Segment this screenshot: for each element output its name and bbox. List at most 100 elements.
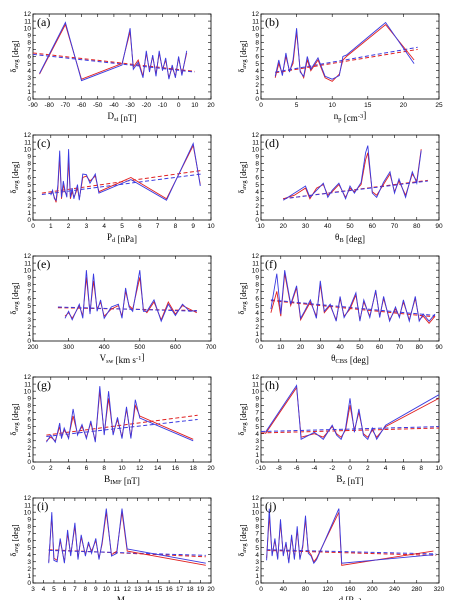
y-tick-label: 5 — [27, 424, 31, 431]
x-tick-label: 5 — [120, 223, 124, 230]
x-tick-label: 10 — [277, 344, 285, 351]
y-tick-label: 2 — [27, 445, 31, 452]
y-tick-label: 1 — [255, 89, 259, 96]
x-tick-label: 300 — [63, 344, 74, 351]
y-tick-label: 10 — [252, 509, 260, 516]
y-tick-label: 2 — [255, 203, 259, 210]
y-tick-label: 4 — [255, 189, 259, 196]
x-tick-label: -60 — [77, 102, 87, 109]
y-tick-label: 4 — [255, 552, 259, 559]
x-axis-label: Vsw [km s-1] — [100, 352, 145, 365]
x-tick-label: 4 — [102, 223, 106, 230]
y-tick-label: 10 — [252, 388, 260, 395]
x-tick-label: 0 — [31, 465, 35, 472]
y-tick-label: 10 — [24, 267, 32, 274]
y-tick-label: 3 — [27, 559, 31, 566]
y-tick-label: 5 — [255, 545, 259, 552]
y-tick-label: 2 — [27, 203, 31, 210]
chart-panel-f: 0 10 20 30 40 50 60 70 80 900123456789101112(f)θC… — [237, 253, 443, 365]
y-tick-label: 11 — [252, 139, 259, 146]
x-tick-label: 12 — [136, 465, 144, 472]
x-tick-label: 16 — [166, 586, 174, 593]
y-tick-label: 3 — [27, 196, 31, 203]
y-tick-label: 1 — [27, 89, 31, 96]
x-axis-label: Bz [nT] — [336, 474, 363, 486]
y-tick-label: 1 — [27, 573, 31, 580]
y-tick-label: 3 — [27, 317, 31, 324]
y-tick-label: 9 — [255, 274, 259, 281]
y-tick-label: 6 — [255, 54, 259, 61]
y-tick-label: 7 — [27, 289, 31, 296]
y-tick-label: 4 — [255, 431, 259, 438]
y-tick-label: 11 — [252, 260, 259, 267]
x-tick-label: 4 — [384, 465, 388, 472]
y-tick-label: 0 — [27, 580, 31, 587]
y-tick-label: 6 — [255, 296, 259, 303]
y-tick-label: 11 — [252, 381, 259, 388]
x-tick-label: 2 — [366, 465, 370, 472]
y-tick-label: 8 — [27, 282, 31, 289]
plot-frame — [260, 134, 440, 221]
y-tick-label: 12 — [252, 495, 260, 502]
trend-line-red — [261, 427, 439, 434]
plot-frame — [32, 376, 212, 463]
x-tick-label: 5 — [295, 102, 299, 109]
y-tick-label: 9 — [27, 153, 31, 160]
y-axis-label: δavg [deg] — [9, 403, 20, 435]
y-tick-label: 12 — [24, 495, 32, 502]
panel-label: (d) — [265, 136, 279, 150]
x-tick-label: 40 — [336, 344, 344, 351]
x-tick-label: 10 — [207, 223, 215, 230]
series-line-blue — [46, 386, 194, 444]
x-tick-label: 10 — [435, 465, 443, 472]
x-tick-label: 13 — [134, 586, 142, 593]
y-tick-label: 4 — [27, 552, 31, 559]
x-tick-label: 50 — [346, 223, 354, 230]
panel-label: (a) — [37, 15, 50, 29]
x-tick-label: 0 — [31, 223, 35, 230]
x-tick-label: 70 — [391, 223, 399, 230]
x-tick-label: 70 — [396, 344, 404, 351]
series-line-red — [274, 23, 415, 82]
y-tick-label: 2 — [255, 566, 259, 573]
series-line-blue — [265, 384, 439, 441]
x-tick-label: 0 — [259, 586, 263, 593]
series-line-red — [265, 386, 439, 438]
panel-label: (e) — [37, 257, 50, 271]
x-tick-label: 10 — [191, 102, 199, 109]
y-tick-label: 5 — [255, 182, 259, 189]
panel-label: (h) — [265, 378, 279, 392]
y-tick-label: 8 — [27, 161, 31, 168]
y-tick-label: 2 — [255, 324, 259, 331]
y-axis-label: δavg [deg] — [237, 524, 248, 556]
y-tick-label: 0 — [255, 580, 259, 587]
y-tick-label: 12 — [252, 11, 260, 18]
x-tick-label: -20 — [142, 102, 152, 109]
y-tick-label: 1 — [255, 331, 259, 338]
x-tick-label: 19 — [197, 586, 205, 593]
x-tick-label: 15 — [364, 102, 372, 109]
y-tick-label: 7 — [255, 410, 259, 417]
series-line-blue — [283, 145, 422, 201]
x-tick-label: 11 — [113, 586, 120, 593]
x-tick-label: 20 — [207, 465, 215, 472]
y-tick-label: 10 — [24, 509, 32, 516]
x-axis-label: θCBS [deg] — [331, 353, 369, 365]
x-tick-label: 8 — [102, 465, 106, 472]
x-tick-label: -10 — [256, 465, 266, 472]
y-tick-label: 3 — [27, 75, 31, 82]
y-tick-label: 6 — [27, 54, 31, 61]
x-tick-label: 0 — [259, 344, 263, 351]
y-tick-label: 5 — [27, 545, 31, 552]
trend-line-red — [275, 48, 418, 74]
x-tick-label: 18 — [190, 465, 198, 472]
x-tick-label: 6 — [85, 465, 89, 472]
y-axis-label: δavg [deg] — [9, 282, 20, 314]
y-axis-label: δavg [deg] — [237, 40, 248, 72]
y-tick-label: 11 — [24, 260, 31, 267]
x-tick-label: 8 — [419, 465, 423, 472]
panel-label: (j) — [265, 499, 276, 513]
plot-frame — [260, 255, 440, 342]
y-tick-label: 7 — [27, 168, 31, 175]
x-tick-label: -10 — [158, 102, 168, 109]
